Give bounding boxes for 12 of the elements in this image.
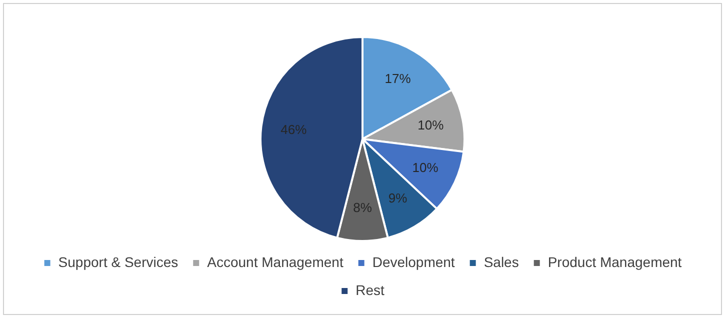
- data-label: 46%: [280, 122, 308, 137]
- data-label: 17%: [384, 70, 412, 86]
- data-label: 9%: [388, 190, 408, 206]
- data-label: 10%: [412, 160, 439, 176]
- legend-label: Account Management: [207, 254, 344, 270]
- data-label: 10%: [418, 118, 444, 133]
- data-label: 8%: [353, 200, 372, 215]
- legend-label: Product Management: [548, 254, 682, 270]
- legend-label: Rest: [356, 282, 385, 298]
- legend-label: Sales: [484, 254, 519, 270]
- legend-label: Development: [372, 254, 455, 270]
- legend-label: Support & Services: [58, 254, 178, 270]
